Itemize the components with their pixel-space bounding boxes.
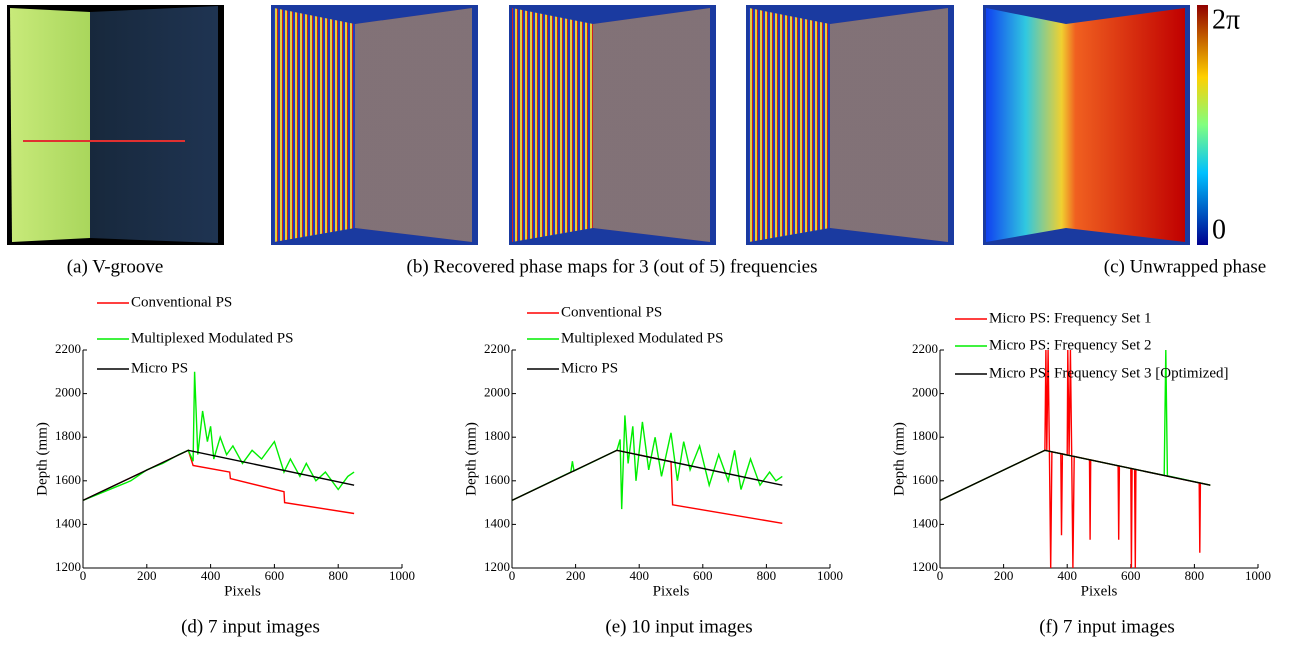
legend-label: Micro PS: Frequency Set 2 [989, 337, 1152, 353]
x-axis-label: Pixels [224, 583, 261, 599]
legend-label: Micro PS [561, 360, 618, 376]
caption: (c) Unwrapped phase [1104, 256, 1266, 277]
legend-label: Micro PS: Frequency Set 1 [989, 310, 1152, 326]
series-line [83, 371, 355, 502]
y-axis-label: Depth (mm) [891, 422, 907, 496]
y-tick-label: 1200 [55, 559, 81, 574]
plot-area [512, 415, 783, 524]
y-tick-label: 1600 [912, 472, 938, 487]
caption: (b) Recovered phase maps for 3 (out of 5… [407, 256, 818, 277]
x-tick-label: 200 [137, 568, 157, 583]
series-line [512, 449, 783, 502]
colorbar-label: 2π [1212, 4, 1240, 35]
y-tick-label: 2000 [55, 385, 81, 400]
y-tick-label: 2200 [55, 341, 81, 356]
x-tick-label: 400 [629, 568, 649, 583]
colorbar-label: 0 [1212, 214, 1226, 245]
y-tick-label: 1400 [484, 515, 510, 530]
y-tick-label: 2000 [484, 385, 510, 400]
unwrapped-phase [983, 5, 1208, 245]
x-tick-label: 400 [1057, 568, 1077, 583]
x-tick-label: 0 [937, 568, 944, 583]
series-line [83, 449, 355, 502]
caption: (a) V-groove [67, 256, 164, 277]
legend-label: Multiplexed Modulated PS [561, 330, 724, 346]
legend-label: Micro PS [131, 360, 188, 376]
x-tick-label: 600 [265, 568, 285, 583]
plot-area [83, 371, 355, 515]
x-axis-label: Pixels [1081, 583, 1118, 599]
y-tick-label: 1600 [484, 472, 510, 487]
x-tick-label: 600 [693, 568, 713, 583]
y-tick-label: 1400 [912, 515, 938, 530]
x-tick-label: 1000 [389, 568, 415, 583]
y-tick-label: 1400 [55, 515, 81, 530]
v-groove-image [7, 5, 224, 245]
x-tick-label: 600 [1121, 568, 1141, 583]
x-tick-label: 200 [994, 568, 1014, 583]
caption: (f) 7 input images [1039, 616, 1175, 637]
x-tick-label: 800 [1185, 568, 1205, 583]
series-line [940, 350, 1211, 568]
caption: (d) 7 input images [181, 616, 320, 637]
phase-maps [271, 5, 954, 245]
y-tick-label: 1200 [912, 559, 938, 574]
legend-label: Conventional PS [131, 294, 232, 310]
y-tick-label: 1800 [484, 428, 510, 443]
series-line [83, 449, 355, 515]
x-tick-label: 1000 [817, 568, 843, 583]
plot-area [940, 350, 1211, 568]
y-axis-label: Depth (mm) [34, 422, 50, 496]
y-tick-label: 1600 [55, 472, 81, 487]
series-line [512, 415, 783, 510]
y-tick-label: 2200 [912, 341, 938, 356]
legend-label: Conventional PS [561, 304, 662, 320]
y-tick-label: 1800 [912, 428, 938, 443]
series-line [940, 449, 1211, 502]
y-tick-label: 2000 [912, 385, 938, 400]
x-tick-label: 1000 [1245, 568, 1271, 583]
y-axis-label: Depth (mm) [463, 422, 479, 496]
legend-label: Multiplexed Modulated PS [131, 330, 294, 346]
x-tick-label: 800 [757, 568, 777, 583]
legend-label: Micro PS: Frequency Set 3 [Optimized] [989, 365, 1229, 381]
x-tick-label: 0 [80, 568, 87, 583]
x-tick-label: 800 [328, 568, 348, 583]
y-tick-label: 2200 [484, 341, 510, 356]
x-tick-label: 200 [566, 568, 586, 583]
y-tick-label: 1800 [55, 428, 81, 443]
x-tick-label: 0 [509, 568, 516, 583]
y-tick-label: 1200 [484, 559, 510, 574]
x-axis-label: Pixels [653, 583, 690, 599]
x-tick-label: 400 [201, 568, 221, 583]
caption: (e) 10 input images [605, 616, 752, 637]
